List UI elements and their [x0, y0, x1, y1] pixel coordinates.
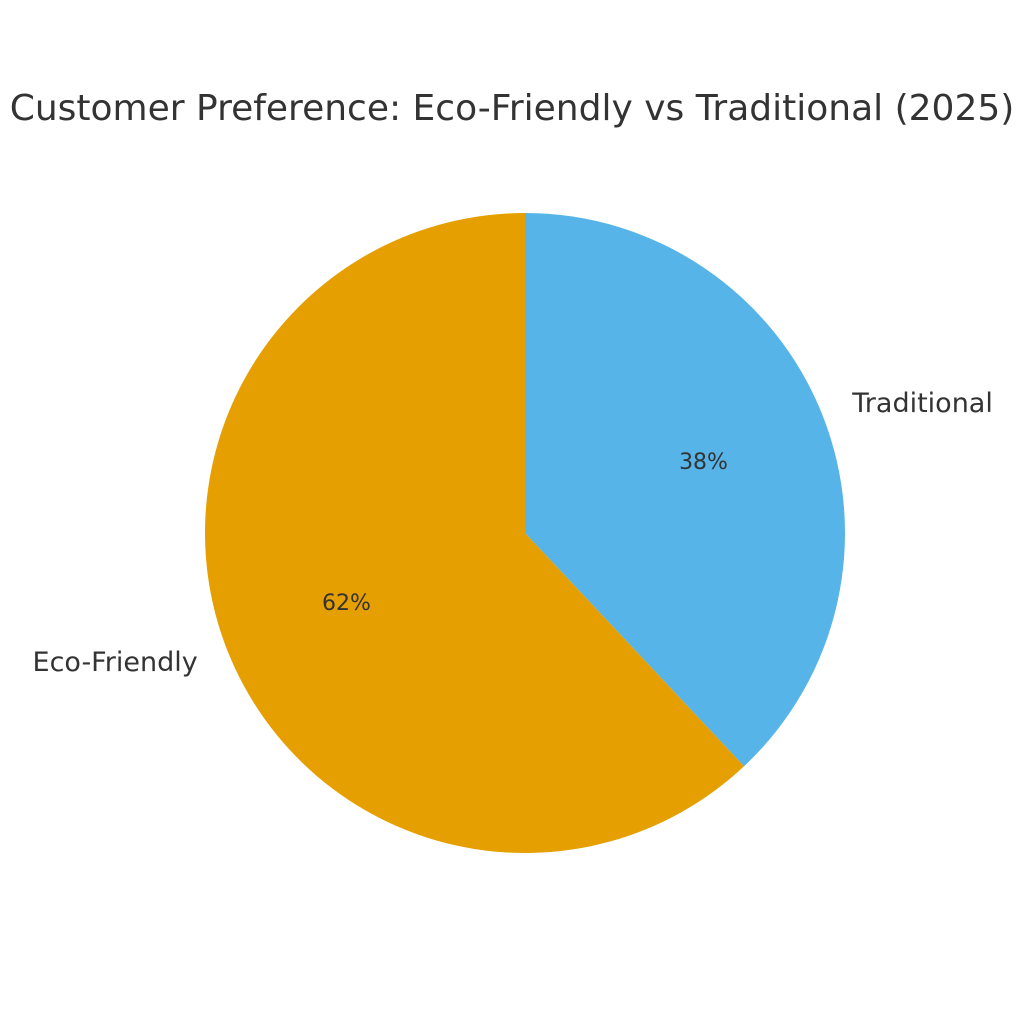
pie-value-label-eco-friendly: 62% [322, 591, 371, 616]
pie-value-label-traditional: 38% [679, 450, 728, 475]
pie-slices [204, 213, 845, 853]
pie-slice-traditional [525, 213, 845, 767]
pie-category-label-eco-friendly: Eco-Friendly [33, 647, 198, 678]
pie-labels: 38% Traditional 62% Eco-Friendly [33, 388, 993, 678]
pie-category-label-traditional: Traditional [851, 388, 993, 419]
pie-slice-eco-friendly [204, 213, 745, 853]
chart-title: Customer Preference: Eco-Friendly vs Tra… [10, 88, 1015, 129]
